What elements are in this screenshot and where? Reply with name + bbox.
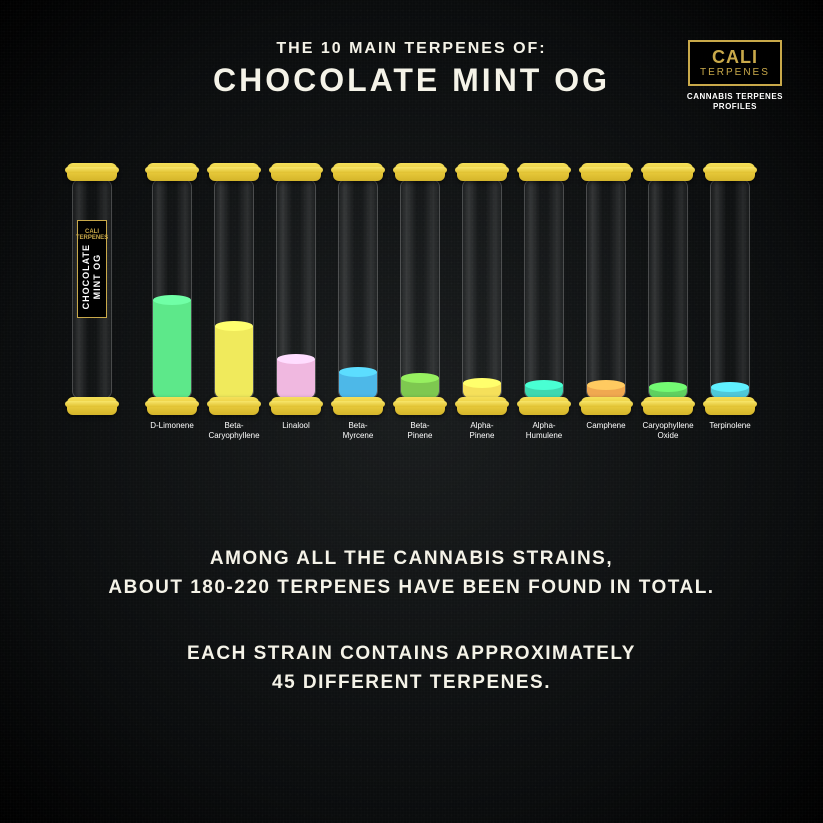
vial-cap-icon [395,397,445,415]
vial-cap-icon [519,397,569,415]
terpene-column: Beta- Pinene [396,169,444,445]
vial-glass [338,179,378,399]
vial-cap-icon [457,163,507,181]
footer-text-1: AMONG ALL THE CANNABIS STRAINS, ABOUT 18… [80,545,743,602]
terpene-label: Linalool [282,421,310,445]
terpene-vial [646,169,690,409]
vial-cap-icon [271,163,321,181]
terpene-vial [708,169,752,409]
terpene-vial [584,169,628,409]
terpene-column: D-Limonene [148,169,196,445]
terpene-fill [339,372,377,398]
vial-cap-icon [519,163,569,181]
terpene-vial [522,169,566,409]
main-vial-logo: CALI TERPENES [76,229,108,241]
logo-line2: TERPENES [700,68,770,78]
terpene-column: Beta- Caryophyllene [210,169,258,445]
vial-glass [400,179,440,399]
vial-glass [152,179,192,399]
vial-cap-icon [457,397,507,415]
vial-cap-icon [333,163,383,181]
terpene-vial [336,169,380,409]
terpene-vial [150,169,194,409]
terpene-column: Camphene [582,169,630,445]
vial-cap-icon [581,163,631,181]
vial-glass [710,179,750,399]
terpene-fill [277,359,315,398]
terpene-column: Beta- Myrcene [334,169,382,445]
terpene-vial [398,169,442,409]
terpene-vial [212,169,256,409]
terpene-label: Terpinolene [709,421,750,445]
terpene-column: Linalool [272,169,320,445]
logo-line1: CALI [700,48,770,66]
vial-cap-icon [705,163,755,181]
vial-cap-icon [209,397,259,415]
main-vial-label: CALI TERPENES CHOCOLATE MINT OG [77,220,107,318]
main-vial-strain-name: CHOCOLATE MINT OG [81,244,103,309]
terpene-column: Alpha- Humulene [520,169,568,445]
terpene-label: Beta- Caryophyllene [208,421,259,445]
footer-text-2: EACH STRAIN CONTAINS APPROXIMATELY 45 DI… [80,640,743,697]
terpene-fill [401,378,439,398]
vial-cap-icon [271,397,321,415]
vial-glass [648,179,688,399]
terpene-label: Caryophyllene Oxide [642,421,693,445]
vial-cap-icon [705,397,755,415]
logo-tagline: CANNABIS TERPENES PROFILES [687,92,783,113]
terpene-chart: CALI TERPENES CHOCOLATE MINT OG D-Limone… [70,145,773,445]
terpene-label: Beta- Myrcene [343,421,374,445]
vial-cap-icon [581,397,631,415]
main-vial-glass: CALI TERPENES CHOCOLATE MINT OG [72,179,112,399]
vial-cap-icon [395,163,445,181]
logo-frame: CALI TERPENES [688,40,782,86]
main-vial: CALI TERPENES CHOCOLATE MINT OG [70,169,114,445]
vial-glass [276,179,316,399]
vial-cap-icon [67,397,117,415]
terpene-label: Beta- Pinene [408,421,433,445]
terpene-fill [153,300,191,398]
vial-glass [586,179,626,399]
terpene-label: Alpha- Pinene [470,421,495,445]
vial-cap-icon [643,397,693,415]
terpene-fill [463,383,501,398]
vial-cap-icon [643,163,693,181]
vial-cap-icon [147,397,197,415]
vial-cap-icon [209,163,259,181]
vial-cap-icon [333,397,383,415]
terpene-column: Caryophyllene Oxide [644,169,692,445]
terpene-vial [460,169,504,409]
vial-glass [524,179,564,399]
brand-logo: CALI TERPENES CANNABIS TERPENES PROFILES [687,40,783,113]
terpene-column: Terpinolene [706,169,754,445]
terpene-label: Camphene [586,421,625,445]
vial-glass [214,179,254,399]
terpene-fill [215,326,253,398]
terpene-label: D-Limonene [150,421,194,445]
terpene-vial [274,169,318,409]
vial-glass [462,179,502,399]
terpene-column: Alpha- Pinene [458,169,506,445]
terpene-label: Alpha- Humulene [526,421,562,445]
vial-cap-icon [67,163,117,181]
main-vial-tube: CALI TERPENES CHOCOLATE MINT OG [70,169,114,409]
vial-cap-icon [147,163,197,181]
